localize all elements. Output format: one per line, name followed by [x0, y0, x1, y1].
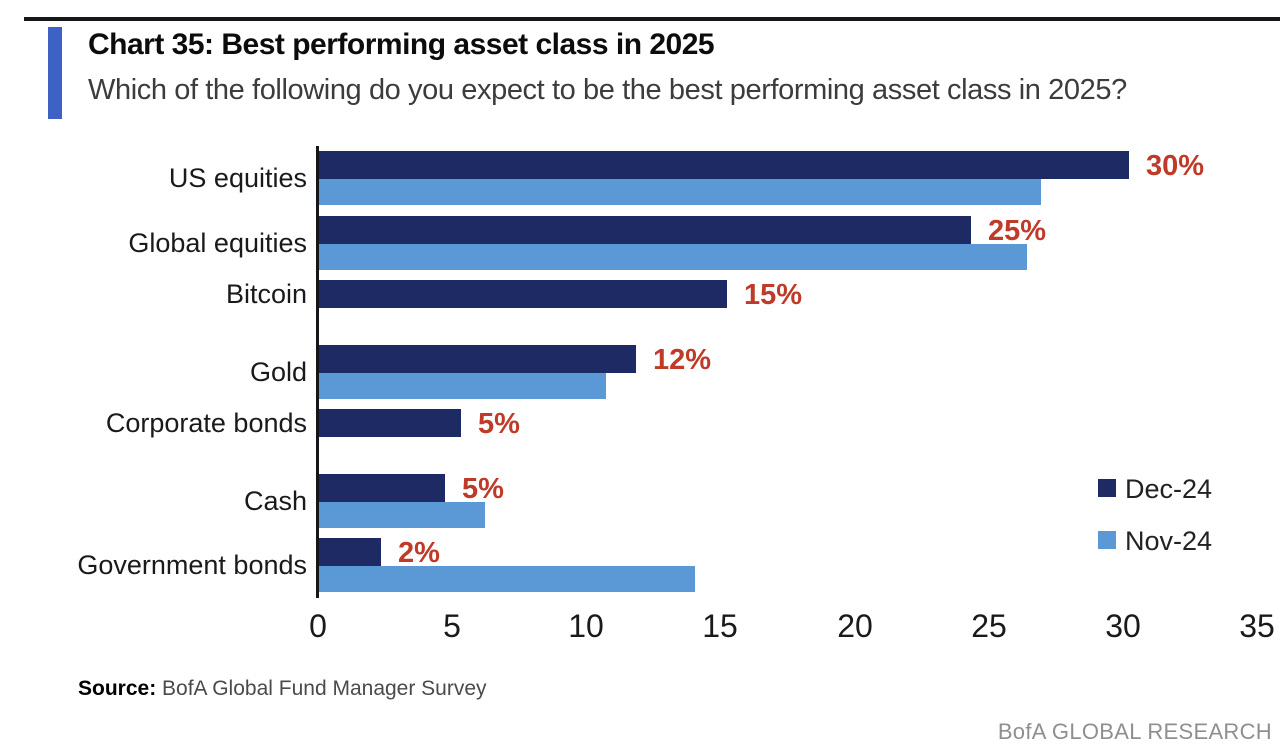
chart-title: Chart 35: Best performing asset class in… — [88, 28, 715, 61]
source-label: Source: — [78, 677, 157, 700]
bar-dec-24 — [319, 215, 971, 244]
value-label: 2% — [398, 537, 440, 569]
x-axis-tick-label: 30 — [1105, 608, 1141, 644]
legend-item-nov-24: Nov-24 — [1098, 526, 1212, 556]
source-text: BofA Global Fund Manager Survey — [156, 677, 487, 700]
value-label: 5% — [462, 472, 504, 505]
category-label: Cash — [243, 485, 307, 516]
category-label: Global equities — [128, 227, 307, 258]
bar-nov-24 — [319, 179, 1041, 205]
bar-dec-24 — [319, 409, 461, 437]
bar-nov-24 — [319, 372, 606, 399]
x-axis-tick-label: 15 — [702, 608, 738, 644]
top-rule-divider — [24, 17, 1280, 21]
source-line: Source: BofA Global Fund Manager Survey — [78, 677, 487, 701]
bar-nov-24 — [319, 243, 1027, 270]
legend-label-nov-24: Nov-24 — [1125, 526, 1213, 556]
category-label: Gold — [249, 356, 307, 387]
legend-item-dec-24: Dec-24 — [1098, 474, 1212, 504]
category-label: Government bonds — [77, 550, 307, 580]
bar-dec-24 — [319, 151, 1129, 179]
x-axis-tick-label: 5 — [443, 608, 461, 644]
value-label: 25% — [988, 214, 1047, 247]
x-axis-tick-label: 20 — [837, 608, 873, 644]
value-label: 5% — [478, 408, 520, 440]
bar-dec-24 — [319, 344, 636, 373]
brand-text: BofA GLOBAL RESEARCH — [997, 719, 1272, 744]
category-label: US equities — [168, 163, 307, 193]
x-axis-tick-label: 35 — [1239, 608, 1275, 644]
bar-nov-24 — [319, 566, 695, 592]
category-label: Bitcoin — [225, 279, 307, 309]
legend: Dec-24 Nov-24 — [1098, 474, 1212, 578]
bar-nov-24 — [319, 501, 485, 528]
value-label: 12% — [653, 343, 712, 376]
chart-subtitle: Which of the following do you expect to … — [88, 74, 1127, 106]
y-axis-line — [316, 146, 319, 598]
x-axis-tick-label: 25 — [971, 608, 1007, 644]
legend-swatch-dec-24 — [1098, 478, 1116, 497]
bar-dec-24 — [319, 538, 381, 566]
legend-swatch-nov-24 — [1098, 530, 1116, 549]
legend-label-dec-24: Dec-24 — [1125, 474, 1213, 504]
bar-dec-24 — [319, 280, 727, 308]
value-label: 15% — [744, 279, 803, 311]
category-label: Corporate bonds — [105, 408, 307, 438]
value-label: 30% — [1146, 150, 1205, 182]
title-accent-bar — [48, 27, 62, 119]
x-axis-tick-label: 0 — [309, 608, 327, 644]
x-axis-tick-label: 10 — [568, 608, 604, 644]
bar-dec-24 — [319, 473, 445, 502]
